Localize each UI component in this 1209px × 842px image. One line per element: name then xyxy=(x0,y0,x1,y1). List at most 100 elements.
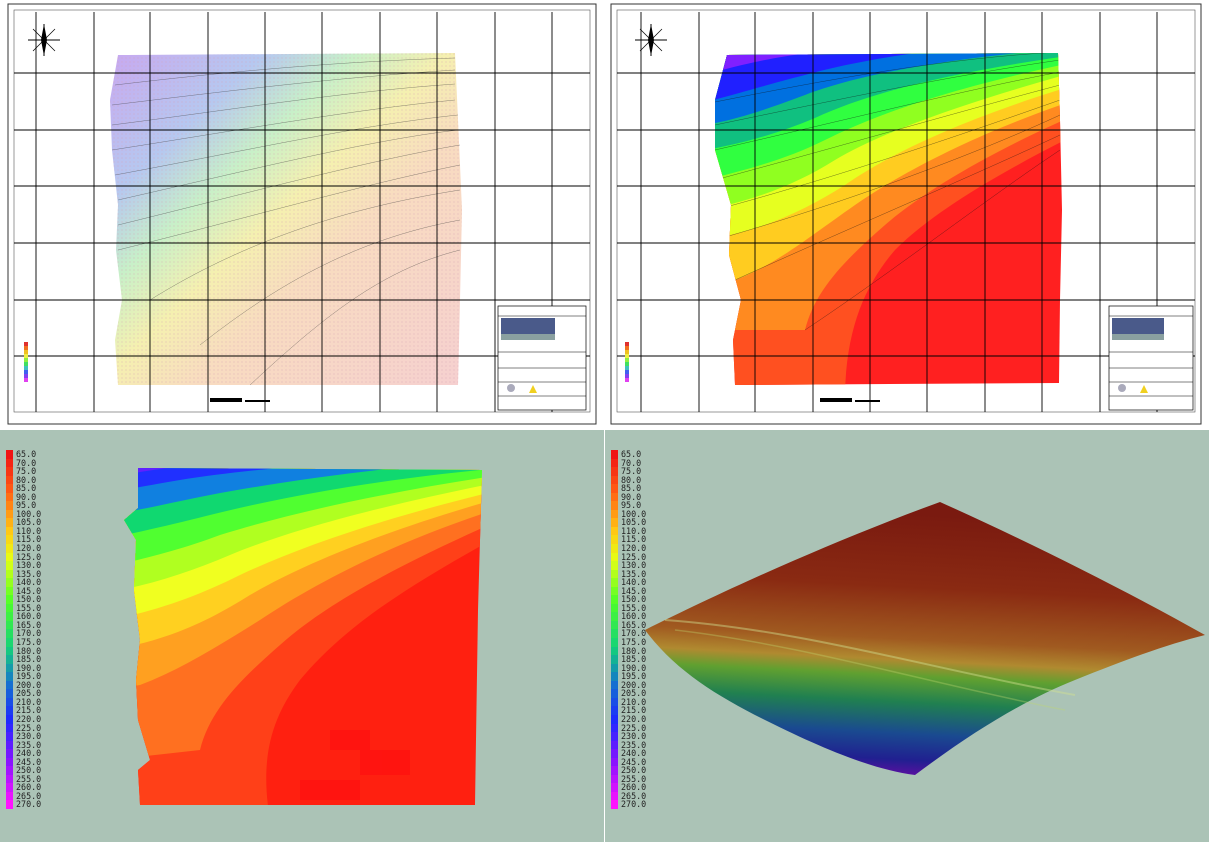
legend-item: 220.0 xyxy=(6,715,41,724)
color-key xyxy=(24,342,28,382)
legend-label: 170.0 xyxy=(16,628,42,639)
legend-item: 245.0 xyxy=(611,758,646,767)
legend-label: 150.0 xyxy=(621,594,647,605)
legend-item: 65.0 xyxy=(611,450,646,459)
legend-label: 175.0 xyxy=(16,637,42,648)
legend-label: 250.0 xyxy=(621,765,647,776)
legend-item: 170.0 xyxy=(6,628,42,639)
legend-item: 110.0 xyxy=(611,527,646,536)
legend-label: 225.0 xyxy=(16,722,42,733)
title-block xyxy=(497,305,587,411)
legend-label: 180.0 xyxy=(16,645,42,656)
legend-swatch xyxy=(6,646,13,656)
legend-swatch xyxy=(6,706,13,715)
legend-label: 220.0 xyxy=(16,713,42,724)
legend-label: 145.0 xyxy=(16,585,42,596)
legend-swatch xyxy=(611,800,618,809)
legend-item: 205.0 xyxy=(6,689,41,698)
legend-item: 240.0 xyxy=(611,749,646,758)
title-block xyxy=(1108,305,1194,411)
legend-item: 230.0 xyxy=(611,732,646,741)
legend-label: 65.0 xyxy=(621,449,642,459)
legend-label: 95.0 xyxy=(621,500,642,511)
legend-item: 100.0 xyxy=(611,510,646,519)
legend-swatch xyxy=(611,732,618,741)
legend-swatch xyxy=(611,544,618,553)
legend-item: 115.0 xyxy=(6,535,41,545)
legend-swatch xyxy=(611,526,618,536)
perspective-view xyxy=(645,502,1205,775)
scale-bar xyxy=(820,398,880,402)
survey-area xyxy=(715,53,1062,385)
legend-swatch xyxy=(6,620,13,630)
legend-label: 215.0 xyxy=(16,705,42,716)
legend-label: 110.0 xyxy=(621,525,647,536)
legend-label: 80.0 xyxy=(621,474,642,485)
legend-swatch xyxy=(6,458,13,468)
legend-label: 245.0 xyxy=(16,756,42,767)
legend-item: 255.0 xyxy=(6,775,41,784)
legend-label: 255.0 xyxy=(621,773,647,784)
legend-item: 240.0 xyxy=(6,749,41,758)
legend-swatch xyxy=(611,629,618,639)
legend-swatch xyxy=(6,526,13,536)
legend-label: 200.0 xyxy=(621,679,647,690)
legend-item: 235.0 xyxy=(6,741,41,750)
legend-swatch xyxy=(611,672,618,681)
legend-label: 120.0 xyxy=(621,543,647,554)
legend-label: 215.0 xyxy=(621,705,647,716)
legend-item: 175.0 xyxy=(611,638,646,647)
legend-swatch xyxy=(611,492,618,502)
legend-item: 215.0 xyxy=(611,706,646,715)
legend-item: 90.0 xyxy=(611,493,646,502)
legend-label: 200.0 xyxy=(16,679,42,690)
legend-item: 195.0 xyxy=(6,672,41,681)
legend-swatch xyxy=(6,749,13,758)
legend-swatch xyxy=(6,655,13,664)
legend-swatch xyxy=(6,774,13,784)
legend-item: 170.0 xyxy=(611,629,646,639)
legend-swatch xyxy=(611,475,618,485)
legend-swatch xyxy=(611,714,618,724)
legend-label: 70.0 xyxy=(16,457,37,468)
legend-label: 90.0 xyxy=(621,491,642,502)
legend-swatch xyxy=(6,672,13,681)
legend-label: 205.0 xyxy=(16,688,42,699)
legend-label: 180.0 xyxy=(621,645,647,656)
legend-label: 210.0 xyxy=(621,696,647,707)
legend-label: 165.0 xyxy=(16,619,42,630)
legend-swatch xyxy=(6,561,13,570)
legend-swatch xyxy=(611,680,618,690)
legend-item: 65.0 xyxy=(6,450,41,459)
legend-label: 250.0 xyxy=(16,765,42,776)
north-arrow-icon xyxy=(635,24,667,56)
legend-item: 85.0 xyxy=(6,484,41,493)
legend-item: 120.0 xyxy=(611,544,646,553)
legend-swatch xyxy=(6,612,13,621)
legend-swatch xyxy=(611,766,618,775)
legend-item: 165.0 xyxy=(611,621,646,630)
legend-item: 260.0 xyxy=(611,783,646,792)
legend-item: 75.0 xyxy=(611,467,646,476)
legend-swatch xyxy=(6,740,13,750)
legend-label: 120.0 xyxy=(16,543,42,554)
legend-swatch xyxy=(611,706,618,715)
legend-label: 175.0 xyxy=(621,637,647,648)
legend-swatch xyxy=(6,800,13,809)
legend-item: 140.0 xyxy=(6,578,41,587)
legend-item: 245.0 xyxy=(6,758,41,767)
legend-item: 155.0 xyxy=(6,604,41,613)
legend-label: 75.0 xyxy=(16,466,37,477)
legend-label: 240.0 xyxy=(16,748,42,759)
legend-label: 220.0 xyxy=(621,713,647,724)
legend-swatch xyxy=(611,638,618,647)
legend-item: 130.0 xyxy=(611,561,646,570)
legend-item: 70.0 xyxy=(6,457,41,468)
legend-swatch xyxy=(6,501,13,510)
grid-lines xyxy=(14,12,590,412)
legend-swatch xyxy=(6,467,13,476)
legend-item: 235.0 xyxy=(611,741,646,750)
legend-label: 265.0 xyxy=(621,790,647,801)
legend-swatch xyxy=(611,603,618,613)
legend-swatch xyxy=(611,467,618,476)
